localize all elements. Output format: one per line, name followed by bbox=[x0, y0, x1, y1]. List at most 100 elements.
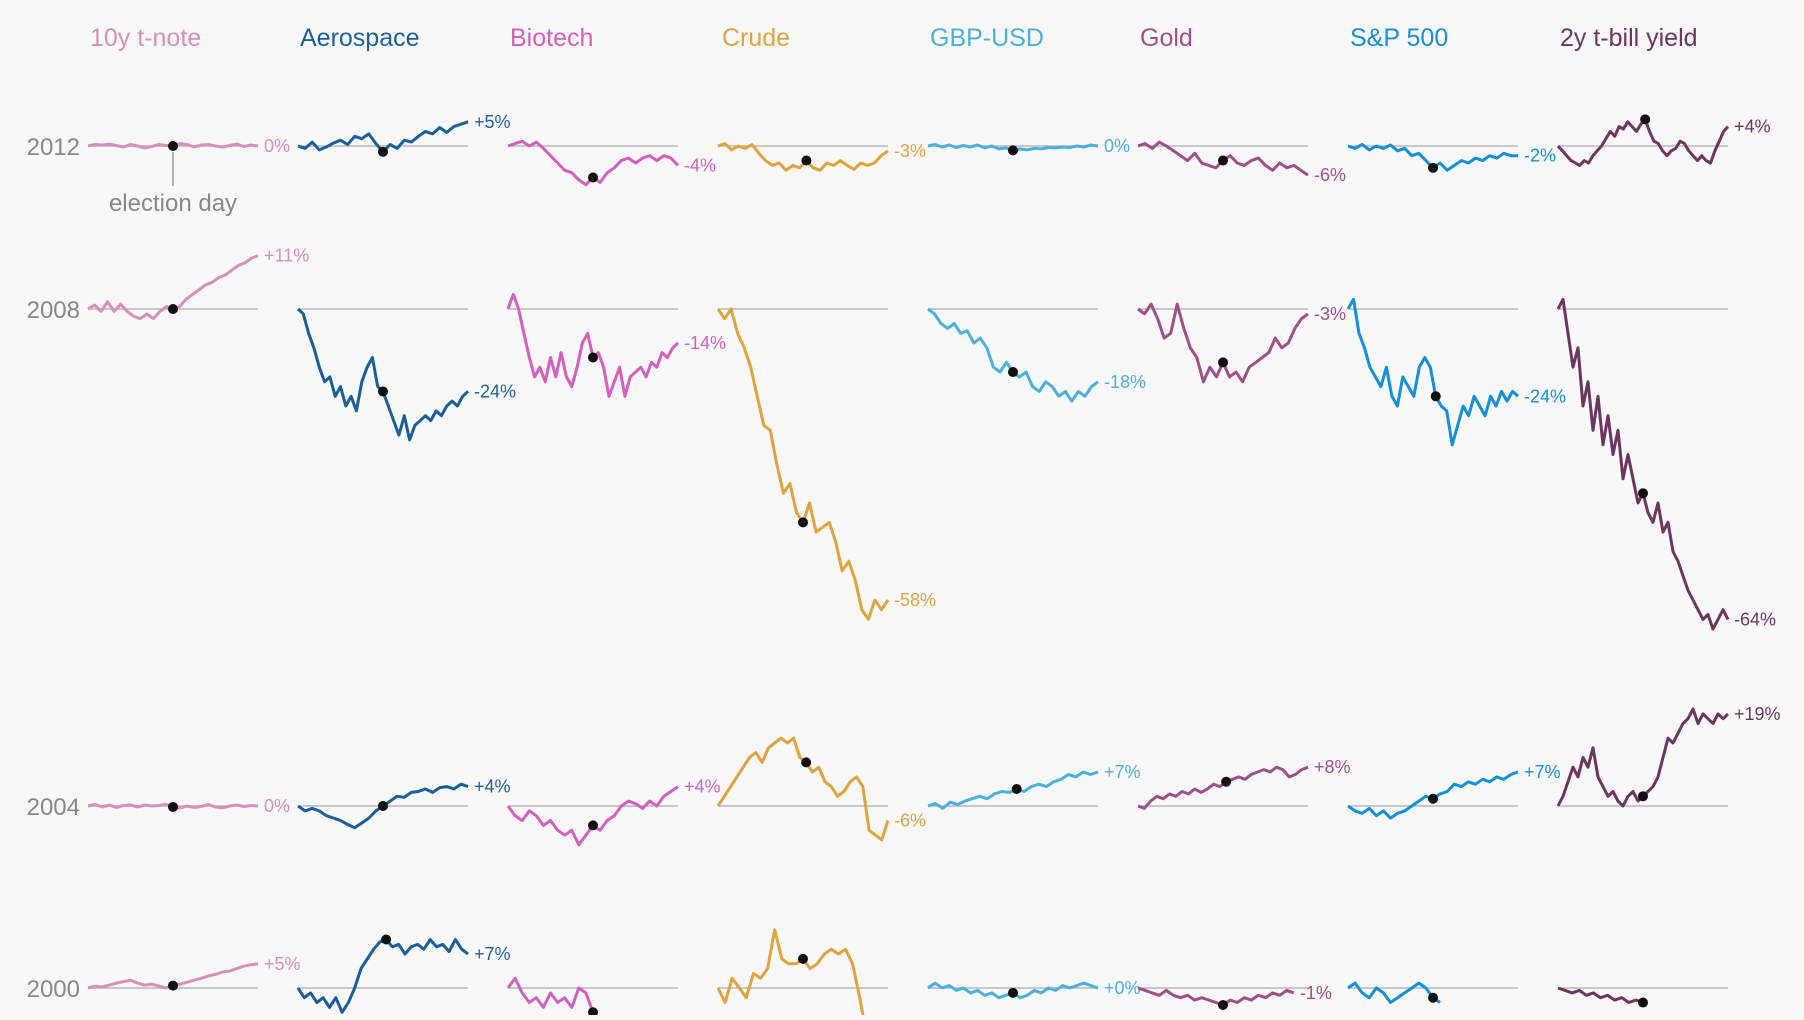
end-label: -14% bbox=[684, 333, 726, 353]
election-day-marker bbox=[1638, 997, 1648, 1008]
end-label: 0% bbox=[264, 796, 290, 816]
panel-10y-t-note-2000: +5% bbox=[87, 954, 301, 991]
election-day-marker bbox=[168, 980, 178, 991]
series-line bbox=[1137, 986, 1295, 1007]
panel-crude-2000 bbox=[716, 928, 888, 1020]
panel-biotech-2008: -14% bbox=[506, 292, 726, 398]
row-labels: 2012 2008 2004 2000 bbox=[27, 134, 80, 1003]
panel-crude-2004: -6% bbox=[716, 736, 926, 842]
panel-crude-2012: -3% bbox=[717, 141, 926, 172]
series-line bbox=[927, 307, 1099, 403]
panel-gold-2012: -6% bbox=[1137, 140, 1346, 185]
end-label: -1% bbox=[1300, 983, 1332, 1003]
end-label: +8% bbox=[1314, 757, 1351, 777]
election-day-marker bbox=[1218, 357, 1228, 368]
panel-gold-2000: -1% bbox=[1137, 983, 1332, 1010]
election-day-marker bbox=[801, 155, 812, 166]
header-biotech: Biotech bbox=[510, 24, 593, 52]
panel-10y-t-note-2008: +11% bbox=[87, 246, 309, 321]
series-line bbox=[1556, 117, 1730, 167]
row-label-2004: 2004 bbox=[27, 794, 80, 821]
row-label-2008: 2008 bbox=[27, 297, 80, 324]
election-day-marker bbox=[381, 934, 392, 945]
panel-s-p-500-2012: -2% bbox=[1347, 143, 1556, 173]
panel-gbp-usd-2004: +7% bbox=[927, 762, 1141, 810]
end-label: +0% bbox=[1104, 978, 1141, 998]
panel-10y-t-note-2004: 0% bbox=[87, 796, 290, 816]
end-label: +19% bbox=[1734, 704, 1781, 724]
panel-2y-t-bill-yield-2008: -64% bbox=[1556, 297, 1776, 631]
panel-aerospace-2008: -24% bbox=[296, 307, 516, 442]
panel-2y-t-bill-yield-2000 bbox=[1557, 986, 1728, 1008]
end-label: 0% bbox=[1104, 136, 1130, 156]
panel-gold-2008: -3% bbox=[1137, 302, 1346, 384]
end-label: -6% bbox=[1314, 165, 1346, 185]
panel-gold-2004: +8% bbox=[1137, 757, 1351, 810]
panel-2y-t-bill-yield-2012: +4% bbox=[1556, 114, 1771, 167]
panel-s-p-500-2008: -24% bbox=[1346, 297, 1566, 447]
end-label: +7% bbox=[1104, 762, 1141, 782]
series-line bbox=[1346, 297, 1519, 447]
election-day-marker bbox=[588, 352, 598, 363]
end-label: +4% bbox=[474, 777, 511, 797]
end-label: 0% bbox=[264, 136, 290, 156]
series-line bbox=[296, 938, 469, 1014]
panel-s-p-500-2004: +7% bbox=[1347, 762, 1561, 820]
end-label: +11% bbox=[264, 246, 309, 266]
series-line bbox=[716, 736, 890, 842]
election-day-marker bbox=[1218, 999, 1228, 1010]
panel-gbp-usd-2000: +0% bbox=[927, 978, 1141, 1000]
election-day-marker bbox=[1011, 784, 1022, 795]
panel-gbp-usd-2008: -18% bbox=[927, 307, 1146, 403]
panel-s-p-500-2000 bbox=[1347, 981, 1518, 1004]
series-line bbox=[506, 976, 601, 1020]
panel-aerospace-2000: +7% bbox=[296, 934, 511, 1014]
election-day-marker bbox=[798, 517, 808, 528]
end-label: -24% bbox=[1524, 386, 1566, 406]
end-label: -2% bbox=[1524, 146, 1556, 166]
election-day-marker bbox=[378, 801, 388, 811]
header-crude: Crude bbox=[722, 24, 790, 52]
series-line bbox=[296, 307, 470, 442]
panel-gbp-usd-2012: 0% bbox=[927, 136, 1130, 156]
series-line bbox=[1137, 302, 1309, 384]
election-day-marker bbox=[168, 801, 178, 812]
election-day-marker bbox=[588, 1007, 598, 1018]
series-line bbox=[506, 785, 679, 847]
election-day-marker bbox=[801, 757, 812, 768]
series-line bbox=[1556, 297, 1730, 631]
election-day-marker bbox=[378, 146, 388, 157]
series-line bbox=[716, 307, 890, 621]
end-label: -3% bbox=[1314, 304, 1346, 324]
series-line bbox=[1137, 765, 1309, 810]
header-aerospace: Aerospace bbox=[300, 24, 420, 52]
panel-10y-t-note-2012: 0% election day bbox=[87, 136, 290, 217]
election-day-marker bbox=[588, 172, 598, 183]
end-label: -4% bbox=[684, 155, 716, 175]
election-day-marker bbox=[168, 304, 178, 314]
election-day-marker bbox=[1008, 145, 1018, 156]
end-label: +7% bbox=[474, 944, 511, 964]
end-label: -64% bbox=[1734, 609, 1776, 629]
election-day-marker bbox=[1430, 391, 1441, 402]
series-line bbox=[1557, 986, 1644, 1004]
election-day-marker bbox=[588, 820, 598, 831]
panel-aerospace-2012: +5% bbox=[297, 112, 511, 157]
end-label: -24% bbox=[474, 381, 516, 401]
end-label: +4% bbox=[684, 777, 721, 797]
column-headers: 10y t-note Aerospace Biotech Crude GBP-USD Go… bbox=[90, 24, 1698, 52]
header-s-p-500: S&P 500 bbox=[1350, 24, 1448, 52]
panel-biotech-2012: -4% bbox=[507, 139, 716, 187]
end-label: -6% bbox=[894, 811, 926, 831]
end-label: +5% bbox=[264, 954, 301, 974]
end-label: -18% bbox=[1104, 372, 1146, 392]
election-day-marker bbox=[168, 141, 178, 151]
end-label: +7% bbox=[1524, 762, 1561, 782]
election-day-marker bbox=[378, 386, 388, 397]
election-day-marker bbox=[1008, 987, 1018, 998]
panel-aerospace-2004: +4% bbox=[297, 777, 511, 830]
panels: 0% election day +11% 0% +5% +5% -24% +4% +7% -4% -… bbox=[87, 112, 1781, 1020]
panel-crude-2008: -58% bbox=[716, 307, 936, 621]
